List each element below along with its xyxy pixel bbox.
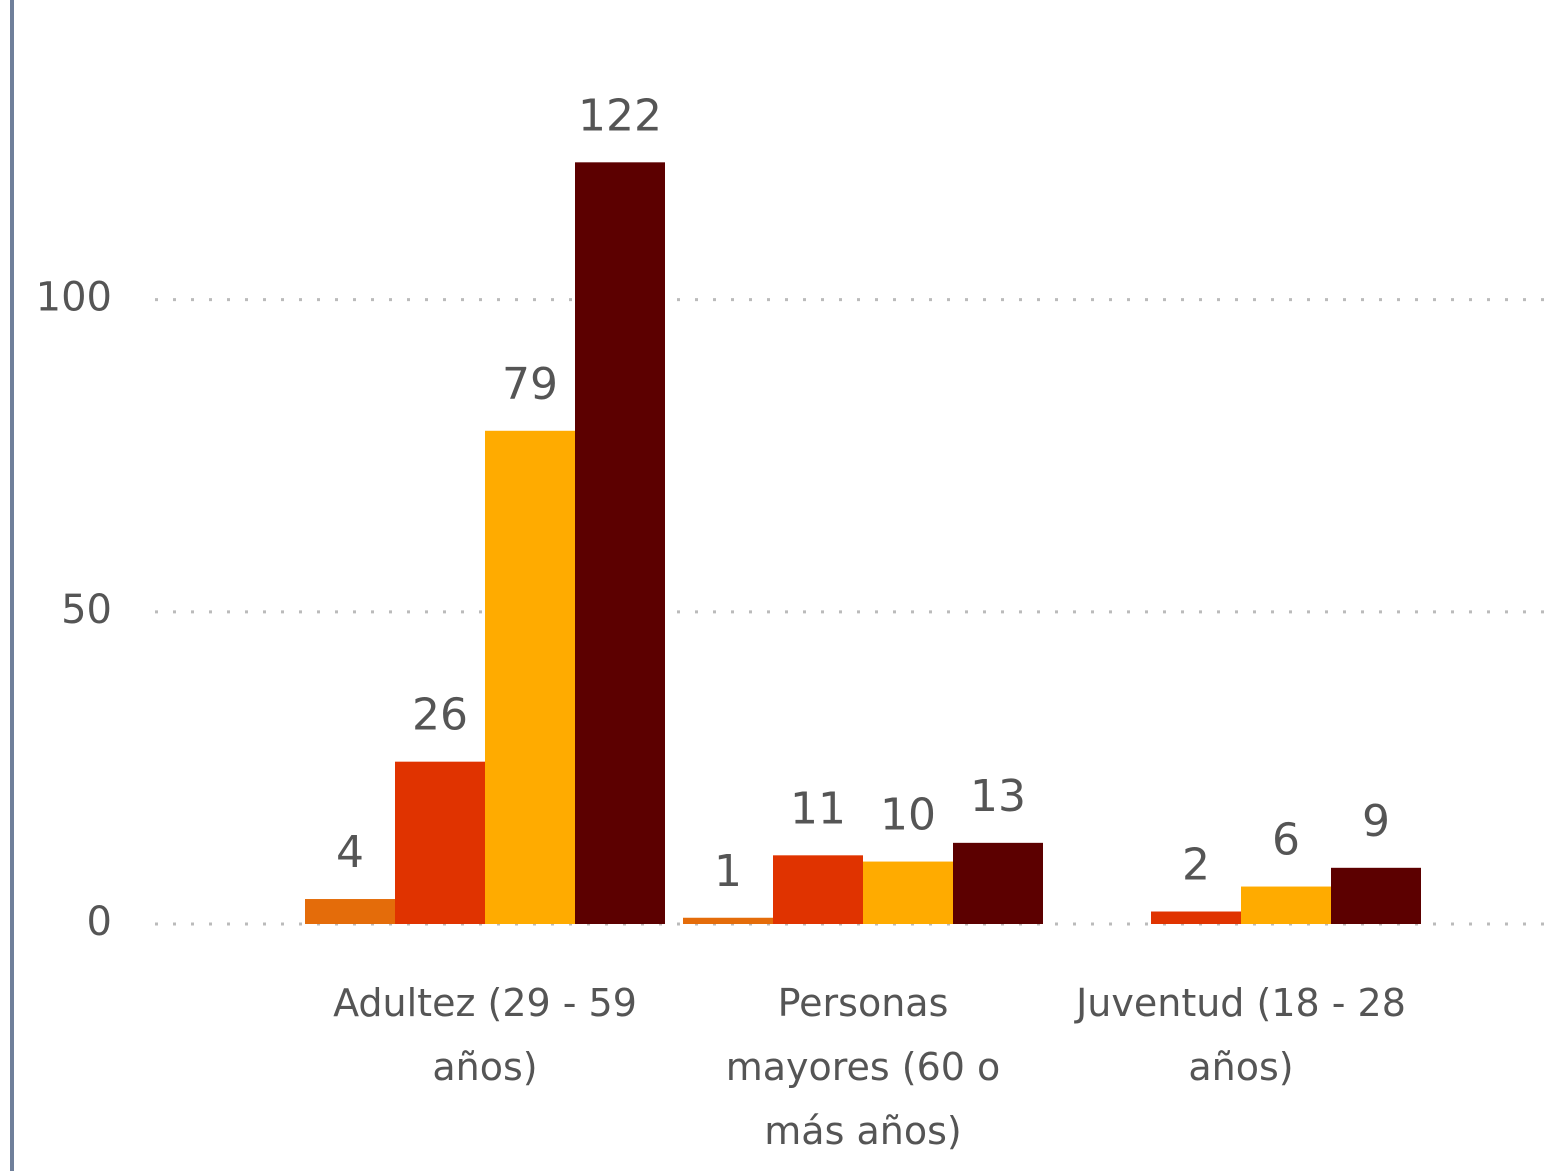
- x-tick-label: Adultez (29 - 59 años): [333, 981, 637, 1089]
- bar: [953, 842, 1043, 924]
- data-label: 26: [412, 690, 468, 741]
- data-label: 11: [790, 783, 846, 834]
- data-label: 1: [714, 846, 742, 897]
- bar: [395, 761, 485, 924]
- bar: [1331, 867, 1421, 924]
- bar: [863, 861, 953, 924]
- bar: [773, 855, 863, 924]
- data-label: 6: [1272, 815, 1300, 866]
- bar: [1241, 886, 1331, 924]
- y-tick-label: 0: [87, 899, 112, 945]
- data-label: 79: [502, 359, 558, 410]
- y-tick-label: 50: [61, 587, 112, 633]
- data-label: 9: [1362, 796, 1390, 847]
- data-label: 122: [578, 90, 662, 141]
- data-label: 2: [1182, 840, 1210, 891]
- bar: [575, 162, 665, 924]
- bar: [305, 899, 395, 924]
- bar: [1151, 911, 1241, 924]
- data-label: 4: [336, 827, 364, 878]
- bar: [683, 917, 773, 924]
- bar: [485, 430, 575, 924]
- y-tick-label: 100: [36, 275, 112, 321]
- data-label: 10: [880, 790, 936, 841]
- x-tick-label: Personas mayores (60 o más años): [726, 981, 1001, 1153]
- x-tick-label: Juventud (18 - 28 años): [1074, 981, 1406, 1089]
- data-label: 13: [970, 771, 1026, 822]
